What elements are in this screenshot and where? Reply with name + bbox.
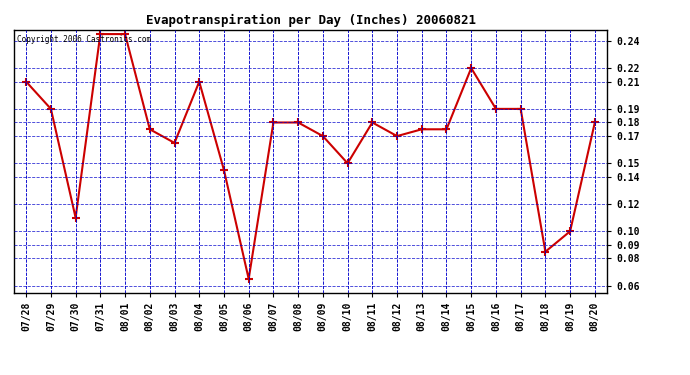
Text: Copyright 2006 Castronics.com: Copyright 2006 Castronics.com bbox=[17, 35, 151, 44]
Title: Evapotranspiration per Day (Inches) 20060821: Evapotranspiration per Day (Inches) 2006… bbox=[146, 14, 475, 27]
